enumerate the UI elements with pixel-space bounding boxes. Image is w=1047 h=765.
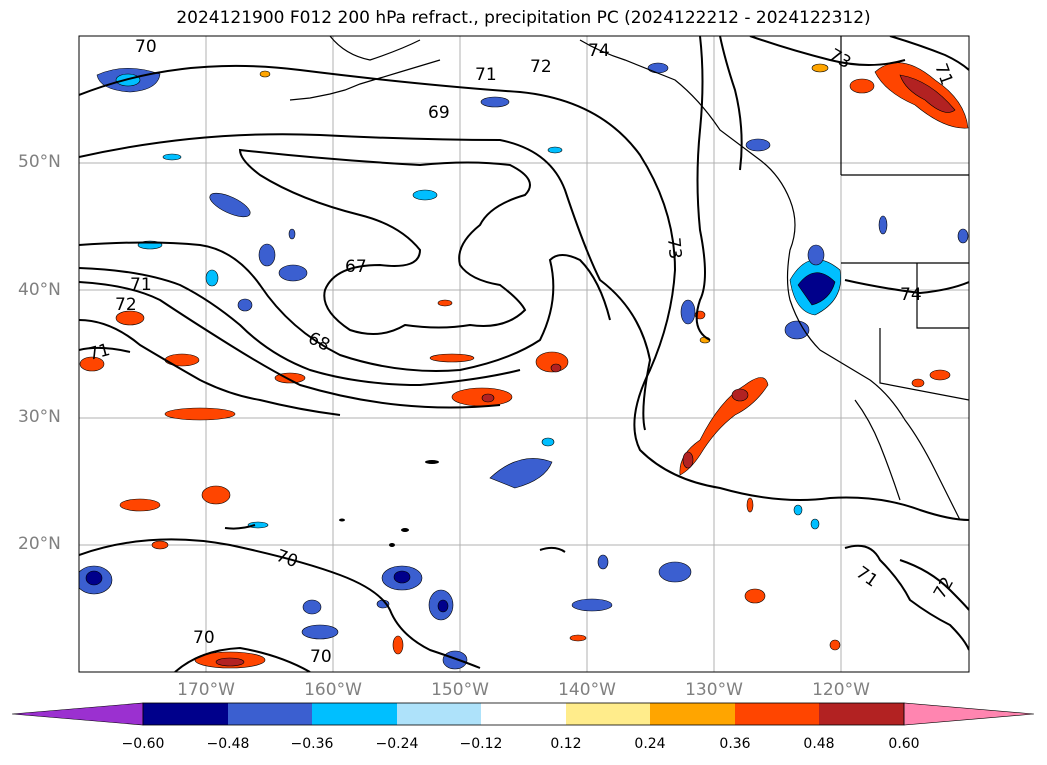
contour-label: 69	[428, 103, 450, 123]
contour-label: 70	[310, 647, 332, 667]
colorbar-tick-label: 0.48	[803, 736, 835, 752]
contour-label: 72	[530, 57, 552, 77]
lat-label: 30°N	[18, 407, 61, 427]
contour-label: 67	[345, 257, 367, 277]
gridlines	[79, 36, 969, 672]
colorbar-segment	[397, 703, 481, 725]
lon-label: 120°W	[812, 680, 870, 700]
colorbar-segment	[481, 703, 566, 725]
precip-positive-patches	[79, 62, 969, 669]
lat-label: 40°N	[18, 280, 61, 300]
map-background	[79, 36, 969, 672]
contour-label: 74	[900, 285, 922, 305]
coastlines	[289, 36, 969, 521]
colorbar-tick-label: 0.36	[719, 736, 751, 752]
colorbar-tick-label: −0.24	[375, 736, 419, 752]
lon-label: 170°W	[177, 680, 235, 700]
colorbar-segment	[143, 703, 228, 725]
contour-label: 70	[193, 628, 215, 648]
colorbar-tick-label: −0.60	[121, 736, 165, 752]
colorbar-segment	[312, 703, 397, 725]
colorbar-segment	[735, 703, 819, 725]
lon-label: 160°W	[304, 680, 362, 700]
colorbar-frame	[142, 702, 905, 726]
colorbar-segment	[650, 703, 735, 725]
colorbar-extend-right	[903, 702, 1035, 726]
colorbar-segment	[228, 703, 312, 725]
colorbar-tick-label: −0.48	[206, 736, 250, 752]
colorbar-segment	[566, 703, 650, 725]
colorbar-tick-label: −0.12	[459, 736, 503, 752]
colorbar	[11, 702, 1035, 726]
colorbar-tick-label: 0.60	[888, 736, 920, 752]
contour-label: 70	[135, 37, 157, 57]
colorbar-extend-left	[11, 702, 144, 726]
islands	[339, 460, 439, 547]
refractivity-contours	[79, 36, 969, 672]
colorbar-tick-label: 0.24	[634, 736, 666, 752]
contour-label: 73	[663, 237, 685, 260]
map-title: 2024121900 F012 200 hPa refract., precip…	[176, 8, 871, 28]
precip-negative-patches	[79, 62, 969, 670]
lat-label: 50°N	[18, 152, 61, 172]
contour-label: 71	[130, 275, 152, 295]
contour-label: 74	[588, 41, 610, 61]
lon-label: 130°W	[685, 680, 743, 700]
colorbar-tick-label: −0.36	[290, 736, 334, 752]
contour-label: 71	[475, 65, 497, 85]
colorbar-segment	[819, 703, 904, 725]
map-frame	[78, 35, 970, 673]
lon-label: 140°W	[558, 680, 616, 700]
lat-label: 20°N	[18, 534, 61, 554]
contour-label: 72	[115, 295, 137, 315]
colorbar-tick-label: 0.12	[550, 736, 582, 752]
lon-label: 150°W	[431, 680, 489, 700]
